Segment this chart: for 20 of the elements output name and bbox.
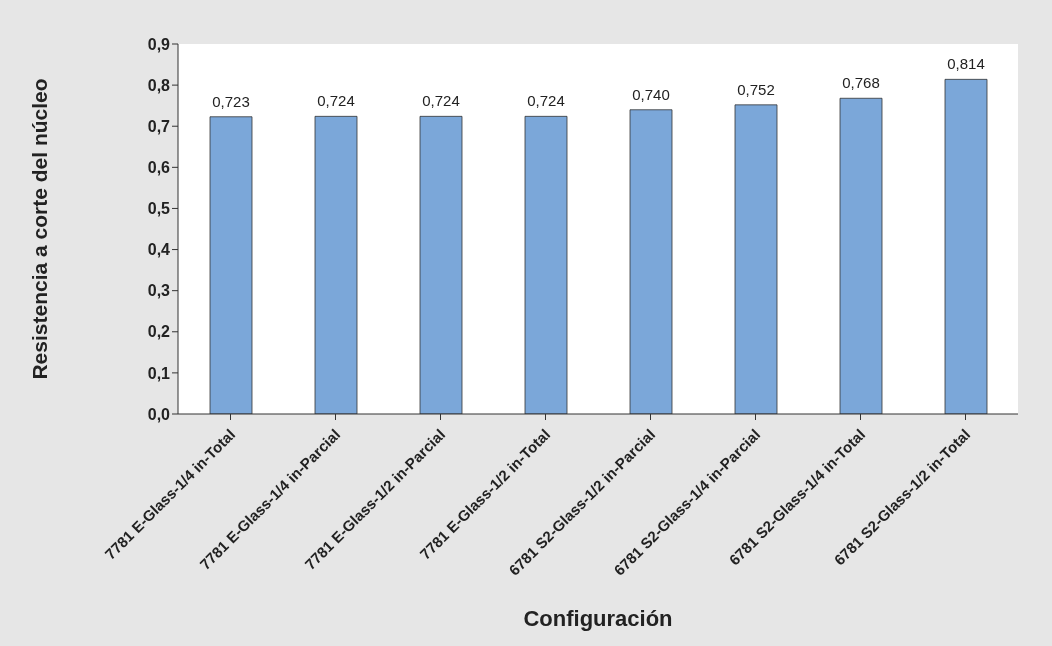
data-label: 0,752: [737, 80, 775, 98]
y-tick-label: 0,3: [147, 282, 171, 300]
data-label: 0,724: [422, 92, 460, 110]
y-tick-label: 0,7: [147, 117, 171, 135]
data-label: 0,768: [842, 74, 880, 92]
y-axis-title: Resistencia a corte del núcleo: [28, 78, 52, 380]
data-label: 0,724: [527, 92, 565, 110]
data-label: 0,814: [947, 55, 985, 73]
data-label: 0,723: [212, 92, 250, 110]
y-tick-label: 0,4: [147, 241, 171, 259]
y-tick-label: 0,1: [147, 364, 171, 382]
y-tick-label: 0,8: [147, 76, 171, 94]
y-tick-label: 0,2: [147, 323, 171, 341]
y-tick-label: 0,0: [147, 405, 171, 423]
y-tick-label: 0,6: [147, 159, 171, 177]
data-label: 0,740: [632, 85, 670, 103]
data-label: 0,724: [317, 92, 355, 110]
x-axis-title: Configuración: [523, 606, 673, 631]
y-tick-label: 0,5: [147, 200, 171, 218]
y-tick-label: 0,9: [147, 35, 171, 53]
